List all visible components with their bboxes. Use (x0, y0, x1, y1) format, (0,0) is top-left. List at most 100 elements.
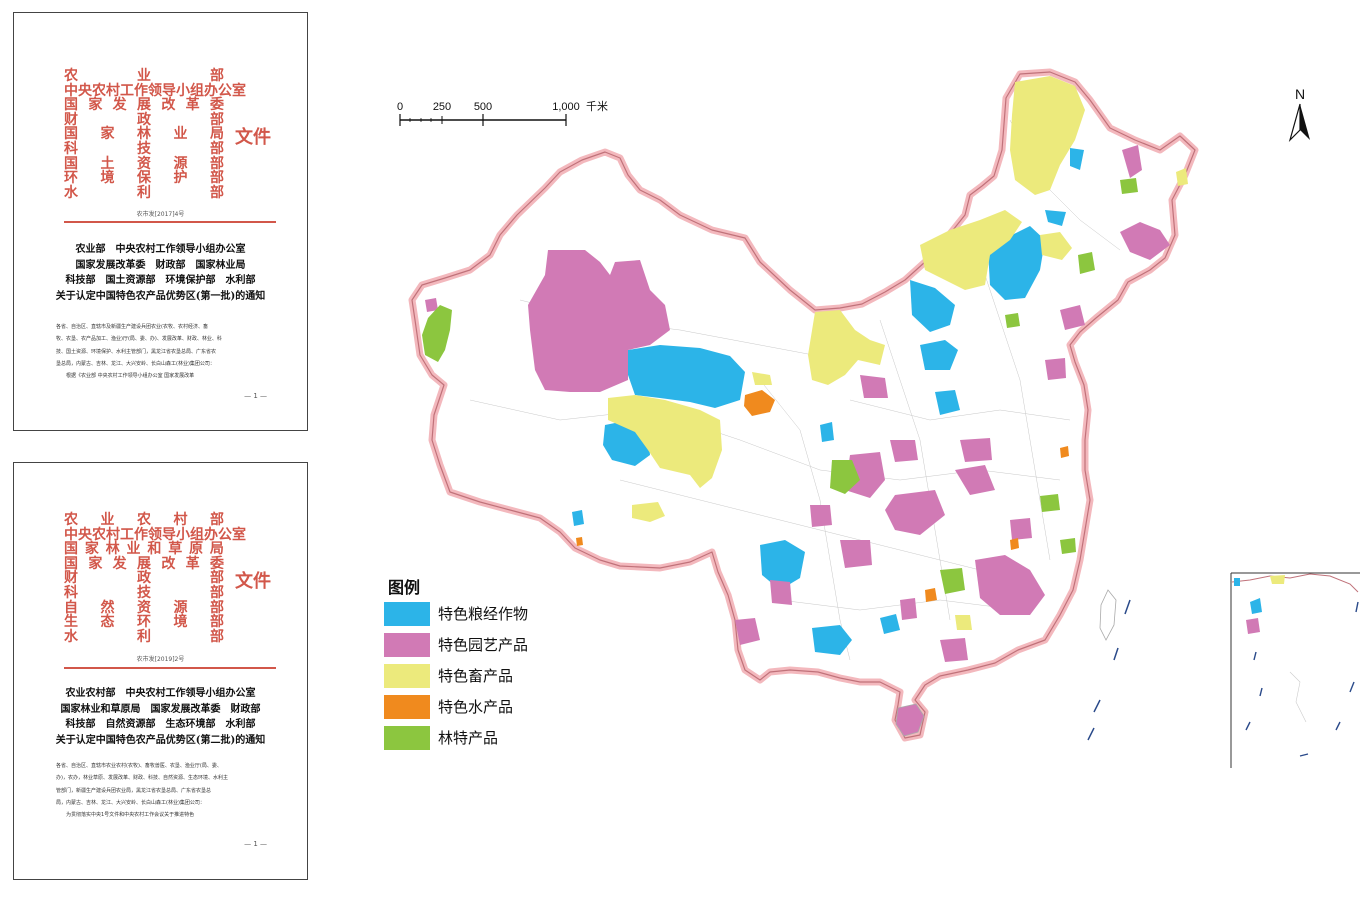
ministry-name: 水利部 (64, 628, 224, 645)
body-line: 局，内蒙古、吉林、龙江、大兴安岭、长白山森工(林业)集团公司： (56, 799, 205, 806)
scale-tick-label: 500 (474, 101, 492, 113)
title-line: 科技部 国土资源部 环境保护部 水利部 (65, 275, 256, 286)
body-line: 垦总局，内蒙古、吉林、龙江、大兴安岭、长白山森工(林业)集团公司： (56, 360, 215, 367)
forest-region (940, 568, 965, 594)
grain-region (760, 540, 805, 590)
horticulture-region (1010, 518, 1032, 540)
forest-region (1005, 313, 1020, 328)
regions-horticulture (425, 145, 1170, 662)
ministry-name: 国土资源部 (64, 155, 224, 172)
body-line: 为贯彻落实中央1号文件和中央农村工作会议关于推进特色 (56, 812, 195, 819)
ministry-name: 国家发展改革委 (64, 97, 224, 114)
title-line: 关于认定中国特色农产品优势区(第一批)的通知 (55, 290, 266, 302)
scale-tick-label: 0 (397, 101, 403, 113)
grain-region (1045, 210, 1066, 226)
legend-swatch (384, 632, 430, 657)
scale-tick-label: 1,000 (552, 101, 580, 113)
body-line: 根据《农业部 中央农村工作领导小组办公室 国家发展改革 (56, 373, 195, 380)
document-title: 农业农村部 中央农村工作领导小组办公室 国家林业和草原局 国家发展改革委 财政部… (14, 686, 307, 748)
ministry-name: 农业部 (64, 68, 224, 84)
ministry-name: 水利部 (64, 184, 224, 201)
islands (895, 589, 1131, 741)
ministry-name: 国家林业和草原局 (64, 541, 224, 558)
regions-aquatic (576, 390, 1069, 602)
issuing-ministries: 农业农村部中央农村工作领导小组办公室国家林业和草原局国家发展改革委财政部科技部自… (64, 512, 246, 645)
horticulture-region (900, 598, 917, 620)
aquatic-region (576, 537, 583, 546)
horticulture-region (1120, 222, 1170, 260)
title-line: 关于认定中国特色农产品优势区(第二批)的通知 (55, 734, 266, 746)
document-suffix: 文件 (235, 127, 271, 148)
legend-label: 林特产品 (438, 729, 499, 747)
legend-label: 特色园艺产品 (438, 636, 529, 654)
horticulture-region (860, 375, 888, 398)
page-number: — 1 — (244, 392, 267, 400)
document-body: 各省、自治区、直辖市农业农村(农牧)、畜牧兽医、农垦、渔业厅(局、委、 办)，农… (56, 760, 288, 821)
title-line: 国家林业和草原局 国家发展改革委 财政部 (60, 703, 261, 715)
document-suffix: 文件 (235, 571, 271, 592)
legend-swatch (384, 725, 430, 750)
horticulture-region (1045, 358, 1066, 380)
ministry-name: 生态环境部 (64, 614, 224, 631)
document-number: 农市发[2017]4号 (136, 211, 185, 218)
north-letter: N (1294, 86, 1306, 102)
body-line: 各省、自治区、直辖市农业农村(农牧)、畜牧兽医、农垦、渔业厅(局、委、 (56, 763, 222, 769)
document-body: 各省、自治区、直辖市及新疆生产建设兵团农业(农牧、农村经济、畜 牧、农垦、农产品… (56, 321, 288, 382)
legend-swatch (384, 601, 430, 626)
red-divider (64, 221, 276, 223)
legend-swatch (384, 694, 430, 719)
livestock-region (632, 502, 665, 522)
forest-region (1120, 178, 1138, 194)
forest-region (1060, 538, 1076, 554)
body-line: 办)，农办，林业草原、发展改革、财政、科技、自然资源、生态环境、水利主 (56, 775, 228, 782)
grain-region (1070, 148, 1084, 170)
grain-region (935, 390, 960, 415)
ministry-name: 农业农村部 (64, 512, 224, 528)
horticulture-region (845, 452, 885, 498)
legend-item-forest: 林特产品 (384, 722, 549, 753)
map-legend: 图例 特色粮经作物 特色园艺产品 特色畜产品 特色水产品 林特产品 (384, 574, 549, 753)
legend-item-livestock: 特色畜产品 (384, 660, 549, 691)
title-line: 国家发展改革委 财政部 国家林业局 (75, 259, 246, 271)
horticulture-region (1060, 305, 1085, 330)
forest-region (830, 460, 860, 494)
page-number: — 1 — (244, 840, 267, 848)
aquatic-region (1010, 538, 1019, 550)
scale-bar: 0 250 500 1,000 千米 (397, 100, 608, 126)
legend-item-aquatic: 特色水产品 (384, 691, 549, 722)
livestock-region (1176, 168, 1188, 186)
red-divider (64, 667, 276, 669)
grain-region (910, 280, 955, 332)
horticulture-region (955, 465, 995, 495)
horticulture-region (960, 438, 992, 462)
body-line: 各省、自治区、直辖市及新疆生产建设兵团农业(农牧、农村经济、畜 (56, 324, 208, 330)
legend-label: 特色粮经作物 (438, 605, 529, 623)
livestock-region (808, 310, 885, 385)
grain-region (880, 614, 900, 634)
body-line: 牧、农垦、农产品加工、渔业)厅(局、委、办)、发展改革、财政、林业、科 (56, 336, 222, 343)
forest-region (422, 305, 452, 362)
ministry-name: 财政部 (64, 570, 224, 587)
ministry-name: 环境保护部 (64, 170, 224, 187)
ministry-name: 中央农村工作领导小组办公室 (64, 526, 246, 543)
grain-region (920, 340, 958, 370)
title-line: 科技部 自然资源部 生态环境部 水利部 (65, 719, 256, 730)
livestock-region (1040, 232, 1072, 260)
document-title: 农业部 中央农村工作领导小组办公室 国家发展改革委 财政部 国家林业局 科技部 … (14, 242, 307, 304)
ministry-name: 国家林业局 (64, 126, 224, 143)
regions-grain-crops (572, 148, 1084, 655)
notice-document-2017: 农业部中央农村工作领导小组办公室国家发展改革委财政部国家林业局科技部国土资源部环… (13, 12, 308, 431)
regions-forest (422, 178, 1138, 594)
scale-tick-label: 250 (433, 101, 451, 113)
north-arrow: N (1286, 86, 1314, 146)
aquatic-region (744, 390, 775, 416)
horticulture-region (940, 638, 968, 662)
horticulture-region (735, 618, 760, 645)
body-line: 技、国土资源、环境保护、水利主管部门，黑龙江省农垦总局、广东省农 (56, 348, 217, 355)
horticulture-region (1122, 145, 1142, 178)
north-arrow-icon (1288, 103, 1310, 143)
livestock-region (1010, 76, 1085, 195)
legend-label: 特色畜产品 (438, 667, 514, 685)
ministry-name: 财政部 (64, 111, 224, 128)
